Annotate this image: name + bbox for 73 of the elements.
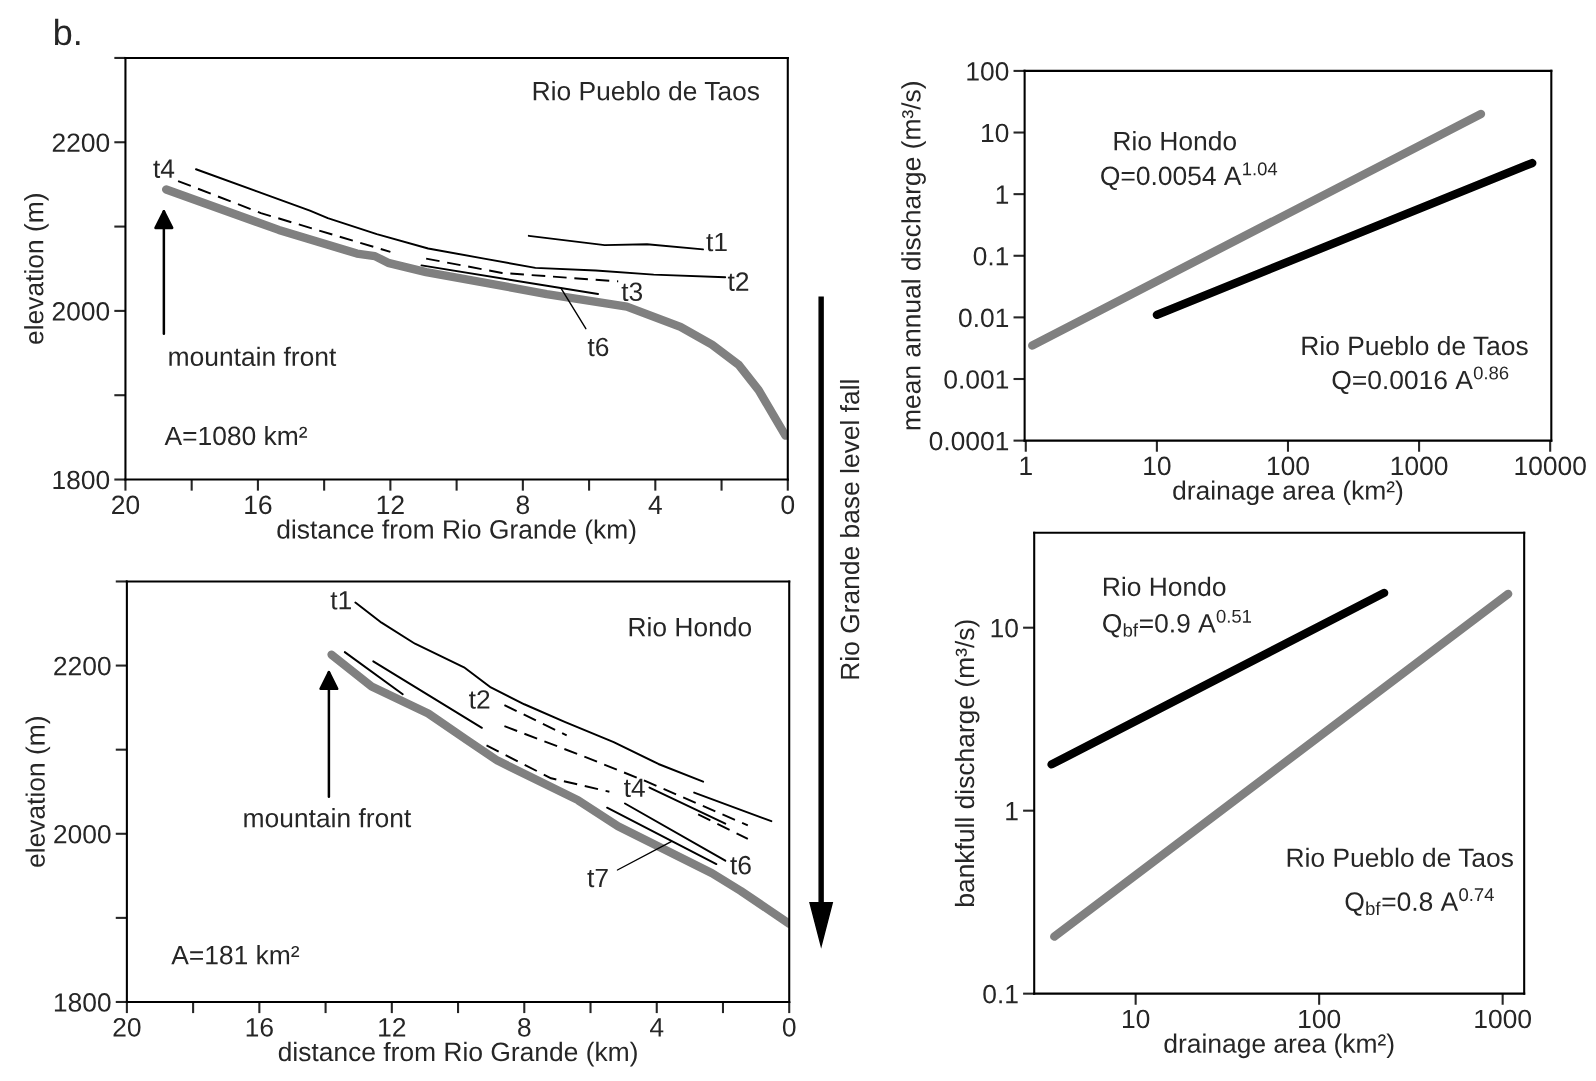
y-tick-label: 2200 (54, 656, 111, 676)
text: Rio Grande base level fall (839, 380, 860, 679)
x-tick-label: 16 (245, 495, 272, 515)
x-tick-label: 12 (377, 495, 404, 514)
x-tick-label: 100 (1267, 456, 1309, 476)
x-tick-label: 20 (112, 495, 140, 515)
annotation: t2 (469, 690, 490, 709)
y-tick-label: 1800 (54, 993, 111, 1012)
annotation: Rio Hondo (1103, 576, 1226, 597)
annotation: t7 (587, 868, 608, 888)
annotation: Q=0.0054 A$^{1.04}$ (1101, 162, 1278, 190)
text: Rio Pueblo de Taos (533, 81, 760, 101)
line-series (503, 725, 749, 827)
annotation: t3 (621, 282, 643, 302)
y-tick-label: 0.01 (959, 308, 1009, 328)
annotation: t2 (727, 272, 749, 291)
annotation: t1 (330, 591, 351, 610)
y-tick-label: 2000 (52, 302, 110, 321)
y-tick-label: 1 (996, 185, 1009, 204)
annotation: Rio Pueblo de Taos (1287, 847, 1513, 868)
annotation: Rio Pueblo de Taos (1302, 335, 1528, 356)
annotation: Q=0.0016 A$^{0.86}$ (1332, 366, 1509, 395)
y-tick-label: 2000 (54, 824, 111, 844)
x-tick-label: 8 (518, 1017, 531, 1037)
y-axis-title: elevation (m) (25, 717, 51, 867)
x-tick-label: 1000 (1391, 456, 1448, 476)
x-tick-label: 10 (1144, 456, 1171, 476)
x-tick-label: 10 (1122, 1009, 1150, 1029)
x-axis-title: distance from Rio Grande (km) (277, 519, 636, 544)
y-tick-label: 10 (991, 618, 1018, 638)
x-tick-label: 4 (648, 495, 662, 514)
annotation: t6 (730, 855, 751, 875)
x-tick-label: 4 (650, 1018, 664, 1037)
x-tick-label: 16 (246, 1017, 273, 1037)
annotation: t4 (624, 778, 645, 798)
y-tick-label: 2200 (52, 133, 110, 153)
annotation: t4 (153, 159, 175, 178)
annotation: Rio Hondo (1114, 131, 1236, 151)
y-tick-label: 1800 (53, 470, 110, 490)
x-tick-label: 100 (1299, 1009, 1341, 1029)
x-tick-label: 8 (516, 495, 530, 515)
y-tick-label: 0.001 (944, 370, 1009, 389)
x-tick-label: 20 (113, 1017, 141, 1037)
y-tick-label: 1 (1006, 802, 1018, 821)
text: Rio Hondo (629, 617, 752, 637)
y-tick-label: 0.1 (973, 246, 1009, 266)
annotation: Q$_{bf}$=0.9 A$^{0.51}$ (1103, 609, 1252, 638)
annotation: mountain front (244, 808, 412, 828)
x-axis-title: drainage area (km²) (1173, 480, 1403, 506)
y-axis-title: elevation (m) (24, 194, 49, 344)
x-tick-label: 10000 (1515, 456, 1586, 476)
x-tick-label: 1000 (1475, 1009, 1531, 1029)
annotation: Q$_{bf}$=0.8 A$^{0.74}$ (1345, 888, 1494, 916)
y-tick-label: 10 (982, 123, 1009, 143)
annotation: t6 (587, 337, 609, 357)
x-tick-label: 1 (1020, 456, 1032, 476)
x-tick-label: 12 (379, 1017, 406, 1037)
y-tick-label: 0.0001 (929, 431, 1009, 451)
annotation: A=181 km² (171, 945, 300, 965)
line-series (527, 234, 704, 251)
x-tick-label: 0 (781, 495, 795, 515)
line-series (195, 168, 727, 279)
x-tick-label: 0 (782, 1017, 796, 1037)
annotation: A=1080 km² (164, 425, 308, 446)
y-tick-label: 0.1 (983, 984, 1018, 1004)
y-axis-title: bankfull discharge (m³/s) (954, 620, 980, 906)
annotation: mountain front (169, 346, 337, 367)
x-axis-title: distance from Rio Grande (km) (278, 1041, 637, 1067)
text: b. (55, 18, 80, 46)
annotation: t1 (706, 232, 727, 252)
y-tick-label: 100 (967, 62, 1009, 81)
y-axis-title: mean annual discharge (m³/s) (901, 82, 926, 430)
x-axis-title: drainage area (km²) (1164, 1033, 1394, 1059)
